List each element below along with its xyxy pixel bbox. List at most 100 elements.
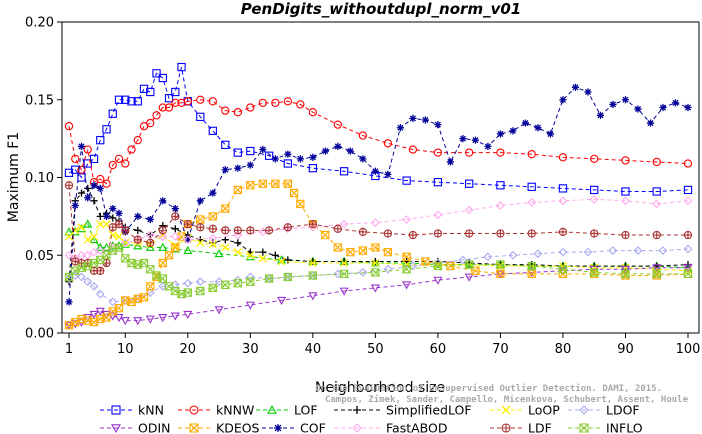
data-point <box>195 286 206 296</box>
data-point <box>96 220 105 229</box>
data-point <box>258 98 267 108</box>
data-point <box>683 196 693 206</box>
data-point <box>282 272 293 282</box>
data-point <box>77 165 86 174</box>
data-point <box>408 145 418 154</box>
data-point <box>396 124 404 132</box>
data-point <box>158 73 167 83</box>
series-line <box>68 223 689 272</box>
data-point <box>171 212 180 221</box>
data-point <box>527 269 536 279</box>
x-tick-label: 80 <box>555 342 572 357</box>
data-point <box>284 150 292 158</box>
data-point <box>246 103 255 112</box>
legend-item-inflo: INFLO <box>568 421 643 434</box>
data-point <box>71 154 80 163</box>
data-point <box>527 229 536 238</box>
data-point <box>346 147 354 155</box>
data-point <box>102 179 111 188</box>
data-point <box>433 210 443 220</box>
data-point <box>264 151 274 160</box>
data-point <box>233 148 242 157</box>
legend-label: FastABOD <box>386 421 448 434</box>
data-point <box>465 229 474 238</box>
data-point <box>621 96 630 104</box>
data-point <box>146 215 154 224</box>
data-point <box>245 272 255 282</box>
data-point <box>283 159 292 168</box>
data-point <box>471 136 480 144</box>
data-point <box>89 258 99 268</box>
data-point <box>90 197 98 205</box>
data-point <box>401 265 412 274</box>
data-point <box>259 248 267 256</box>
data-point <box>526 261 537 271</box>
data-point <box>214 248 224 258</box>
data-point <box>170 232 180 241</box>
data-point <box>184 236 192 244</box>
data-point <box>496 269 505 279</box>
data-point <box>339 287 349 296</box>
data-point <box>309 153 317 161</box>
data-point <box>189 405 199 415</box>
data-point <box>171 243 180 252</box>
data-point <box>384 170 392 178</box>
data-point <box>114 303 124 313</box>
data-point <box>671 99 680 107</box>
data-point <box>358 267 368 277</box>
data-point <box>83 235 92 244</box>
legend: kNN kNNW LOF SimplifiedLOF LoOP LDOF ODIN KDEOS… <box>100 403 643 434</box>
data-point <box>84 184 92 192</box>
data-point <box>652 199 662 209</box>
data-point <box>133 241 143 250</box>
legend-item-cof: COF <box>262 421 326 434</box>
data-point <box>164 282 174 291</box>
x-tick-label: 30 <box>242 342 259 357</box>
data-point <box>246 146 255 156</box>
data-point <box>496 229 505 238</box>
series-line <box>68 66 689 192</box>
data-point <box>307 271 318 280</box>
data-point <box>496 130 505 138</box>
data-point <box>158 314 168 323</box>
data-point <box>77 142 86 150</box>
data-point <box>284 256 292 264</box>
watermark-line-1: Campos, Zimek, Sander, Campello, Micenko… <box>325 394 689 405</box>
data-point <box>558 247 568 257</box>
data-point <box>652 187 661 196</box>
data-point <box>195 277 205 287</box>
data-point <box>652 264 662 273</box>
data-point <box>684 103 692 112</box>
data-point <box>264 226 274 235</box>
data-point <box>95 242 105 251</box>
data-point <box>77 272 86 282</box>
data-point <box>621 230 630 240</box>
data-point <box>521 119 530 127</box>
data-point <box>333 243 343 252</box>
y-tick-label: 0.10 <box>25 171 54 186</box>
data-point <box>465 148 474 157</box>
data-point <box>111 424 121 434</box>
data-point <box>383 139 393 148</box>
data-point <box>464 273 474 282</box>
data-point <box>89 232 99 241</box>
data-point <box>101 242 112 251</box>
legend-label: INFLO <box>606 421 643 434</box>
data-point <box>89 281 99 291</box>
data-point <box>245 301 255 310</box>
data-point <box>339 167 349 176</box>
data-point <box>546 130 555 138</box>
data-point <box>221 106 230 115</box>
data-point <box>358 246 368 255</box>
data-point <box>183 220 192 229</box>
data-point <box>76 263 87 272</box>
data-point <box>358 227 368 237</box>
data-point <box>134 226 142 234</box>
data-point <box>183 235 193 245</box>
data-point <box>96 174 105 184</box>
data-point <box>207 283 218 293</box>
data-point <box>120 238 130 248</box>
data-point <box>421 116 429 124</box>
series-kdeos <box>64 179 693 330</box>
